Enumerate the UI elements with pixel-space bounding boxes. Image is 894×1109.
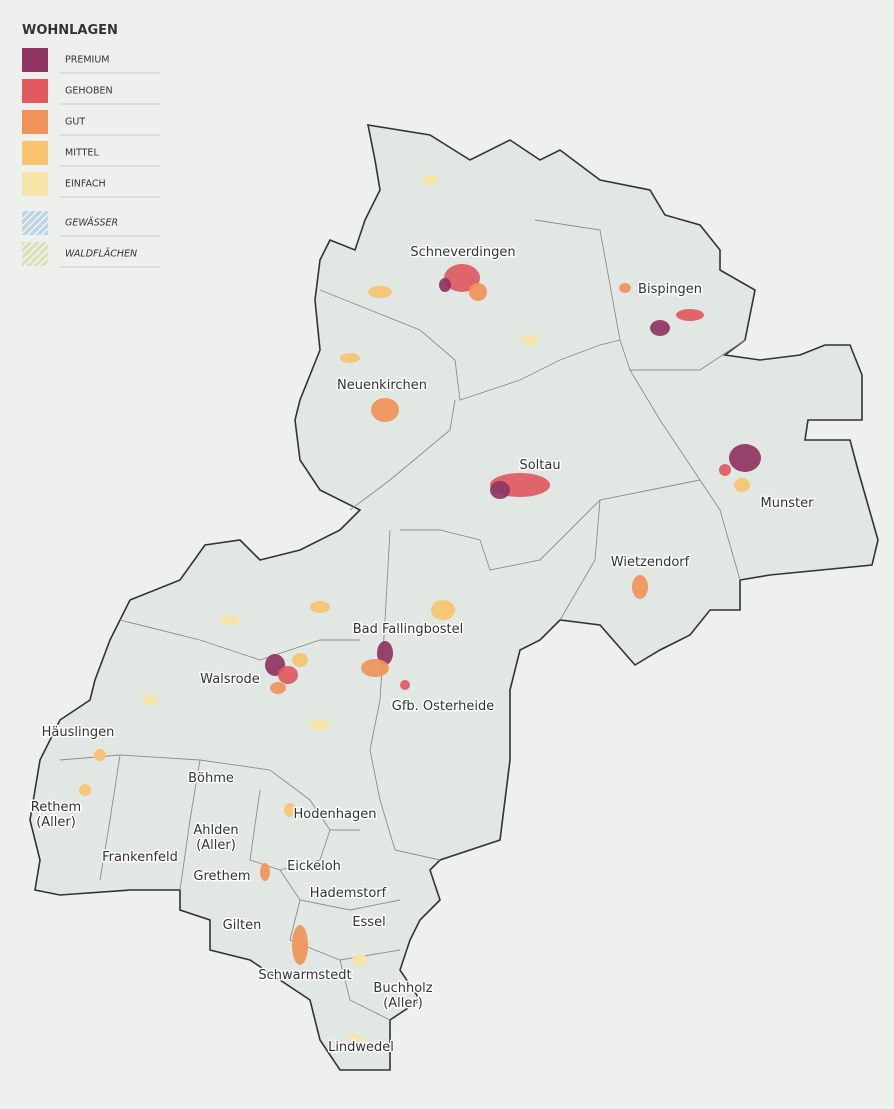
place-label-line: Soltau [519,458,560,473]
place-label: Böhme [188,771,234,786]
legend-label: GEHOBEN [65,86,113,97]
place-label-line: (Aller) [196,838,236,853]
legend: PREMIUM GEHOBEN GUT MITTEL EINFACH GEWÄSSER WA… [22,48,160,268]
legend-label: WALDFLÄCHEN [65,249,137,260]
legend-label: EINFACH [65,179,106,190]
legend-swatch [22,141,48,165]
place-label: Neuenkirchen [337,378,427,393]
place-label-line: Wietzendorf [611,555,690,570]
place-label: Frankenfeld [102,850,178,865]
place-label: Eickeloh [287,859,341,874]
place-label-line: Hademstorf [310,886,387,901]
legend-swatch [22,79,48,103]
place-label-line: Gilten [223,918,262,933]
place-label-line: Walsrode [200,672,260,687]
legend-swatch [22,172,48,196]
place-label-line: Buchholz [373,981,432,996]
place-label-line: Bad Fallingbostel [353,622,464,637]
place-label-line: Schneverdingen [410,245,515,260]
place-label: Grethem [193,869,250,884]
place-label: Ahlden (Aller) [193,823,238,853]
place-label-line: Böhme [188,771,234,786]
place-label: Schwarmstedt [258,968,351,983]
place-label: Bispingen [638,282,702,297]
place-label: Essel [352,915,385,930]
place-label-line: Schwarmstedt [258,968,351,983]
place-label-line: Eickeloh [287,859,341,874]
place-label: Bad Fallingbostel [353,622,464,637]
place-label-line: (Aller) [383,996,423,1011]
legend-swatch [22,48,48,72]
place-label: Munster [761,496,815,511]
place-label: Lindwedel [328,1040,394,1055]
place-label-line: (Aller) [36,815,76,830]
legend-label: GEWÄSSER [65,218,118,229]
place-label-line: Rethem [31,800,81,815]
district-outline [29,124,879,1071]
place-label: Häuslingen [42,725,115,740]
place-label-line: Essel [352,915,385,930]
place-labels: Schneverdingen Bispingen Neuenkirchen So… [29,244,815,1057]
place-label-line: Gfb. Osterheide [392,699,494,714]
legend-label: PREMIUM [65,55,109,66]
place-label-line: Lindwedel [328,1040,394,1055]
place-label-line: Bispingen [638,282,702,297]
place-label: Gfb. Osterheide [392,699,494,714]
place-label: Soltau [519,458,560,473]
place-label: Hodenhagen [294,807,377,822]
place-label-line: Munster [761,496,815,511]
place-label-line: Grethem [193,869,250,884]
place-label: Rethem (Aller) [31,800,81,830]
place-label-line: Neuenkirchen [337,378,427,393]
legend-hatch [22,242,48,266]
place-label: Walsrode [200,672,260,687]
place-label: Gilten [223,918,262,933]
place-label: Buchholz (Aller) [373,981,432,1011]
place-label-line: Hodenhagen [294,807,377,822]
legend-swatch [22,110,48,134]
municipal-boundaries [59,219,746,1021]
place-label: Hademstorf [310,886,387,901]
place-label-line: Ahlden [193,823,238,838]
legend-title: WOHNLAGEN [22,23,118,38]
place-label-line: Frankenfeld [102,850,178,865]
residential-areas [79,175,761,1046]
place-label: Schneverdingen [410,245,515,260]
legend-label: GUT [65,117,85,128]
place-label-line: Häuslingen [42,725,115,740]
legend-label: MITTEL [65,148,99,159]
legend-hatch [22,211,48,235]
place-label: Wietzendorf [611,555,690,570]
